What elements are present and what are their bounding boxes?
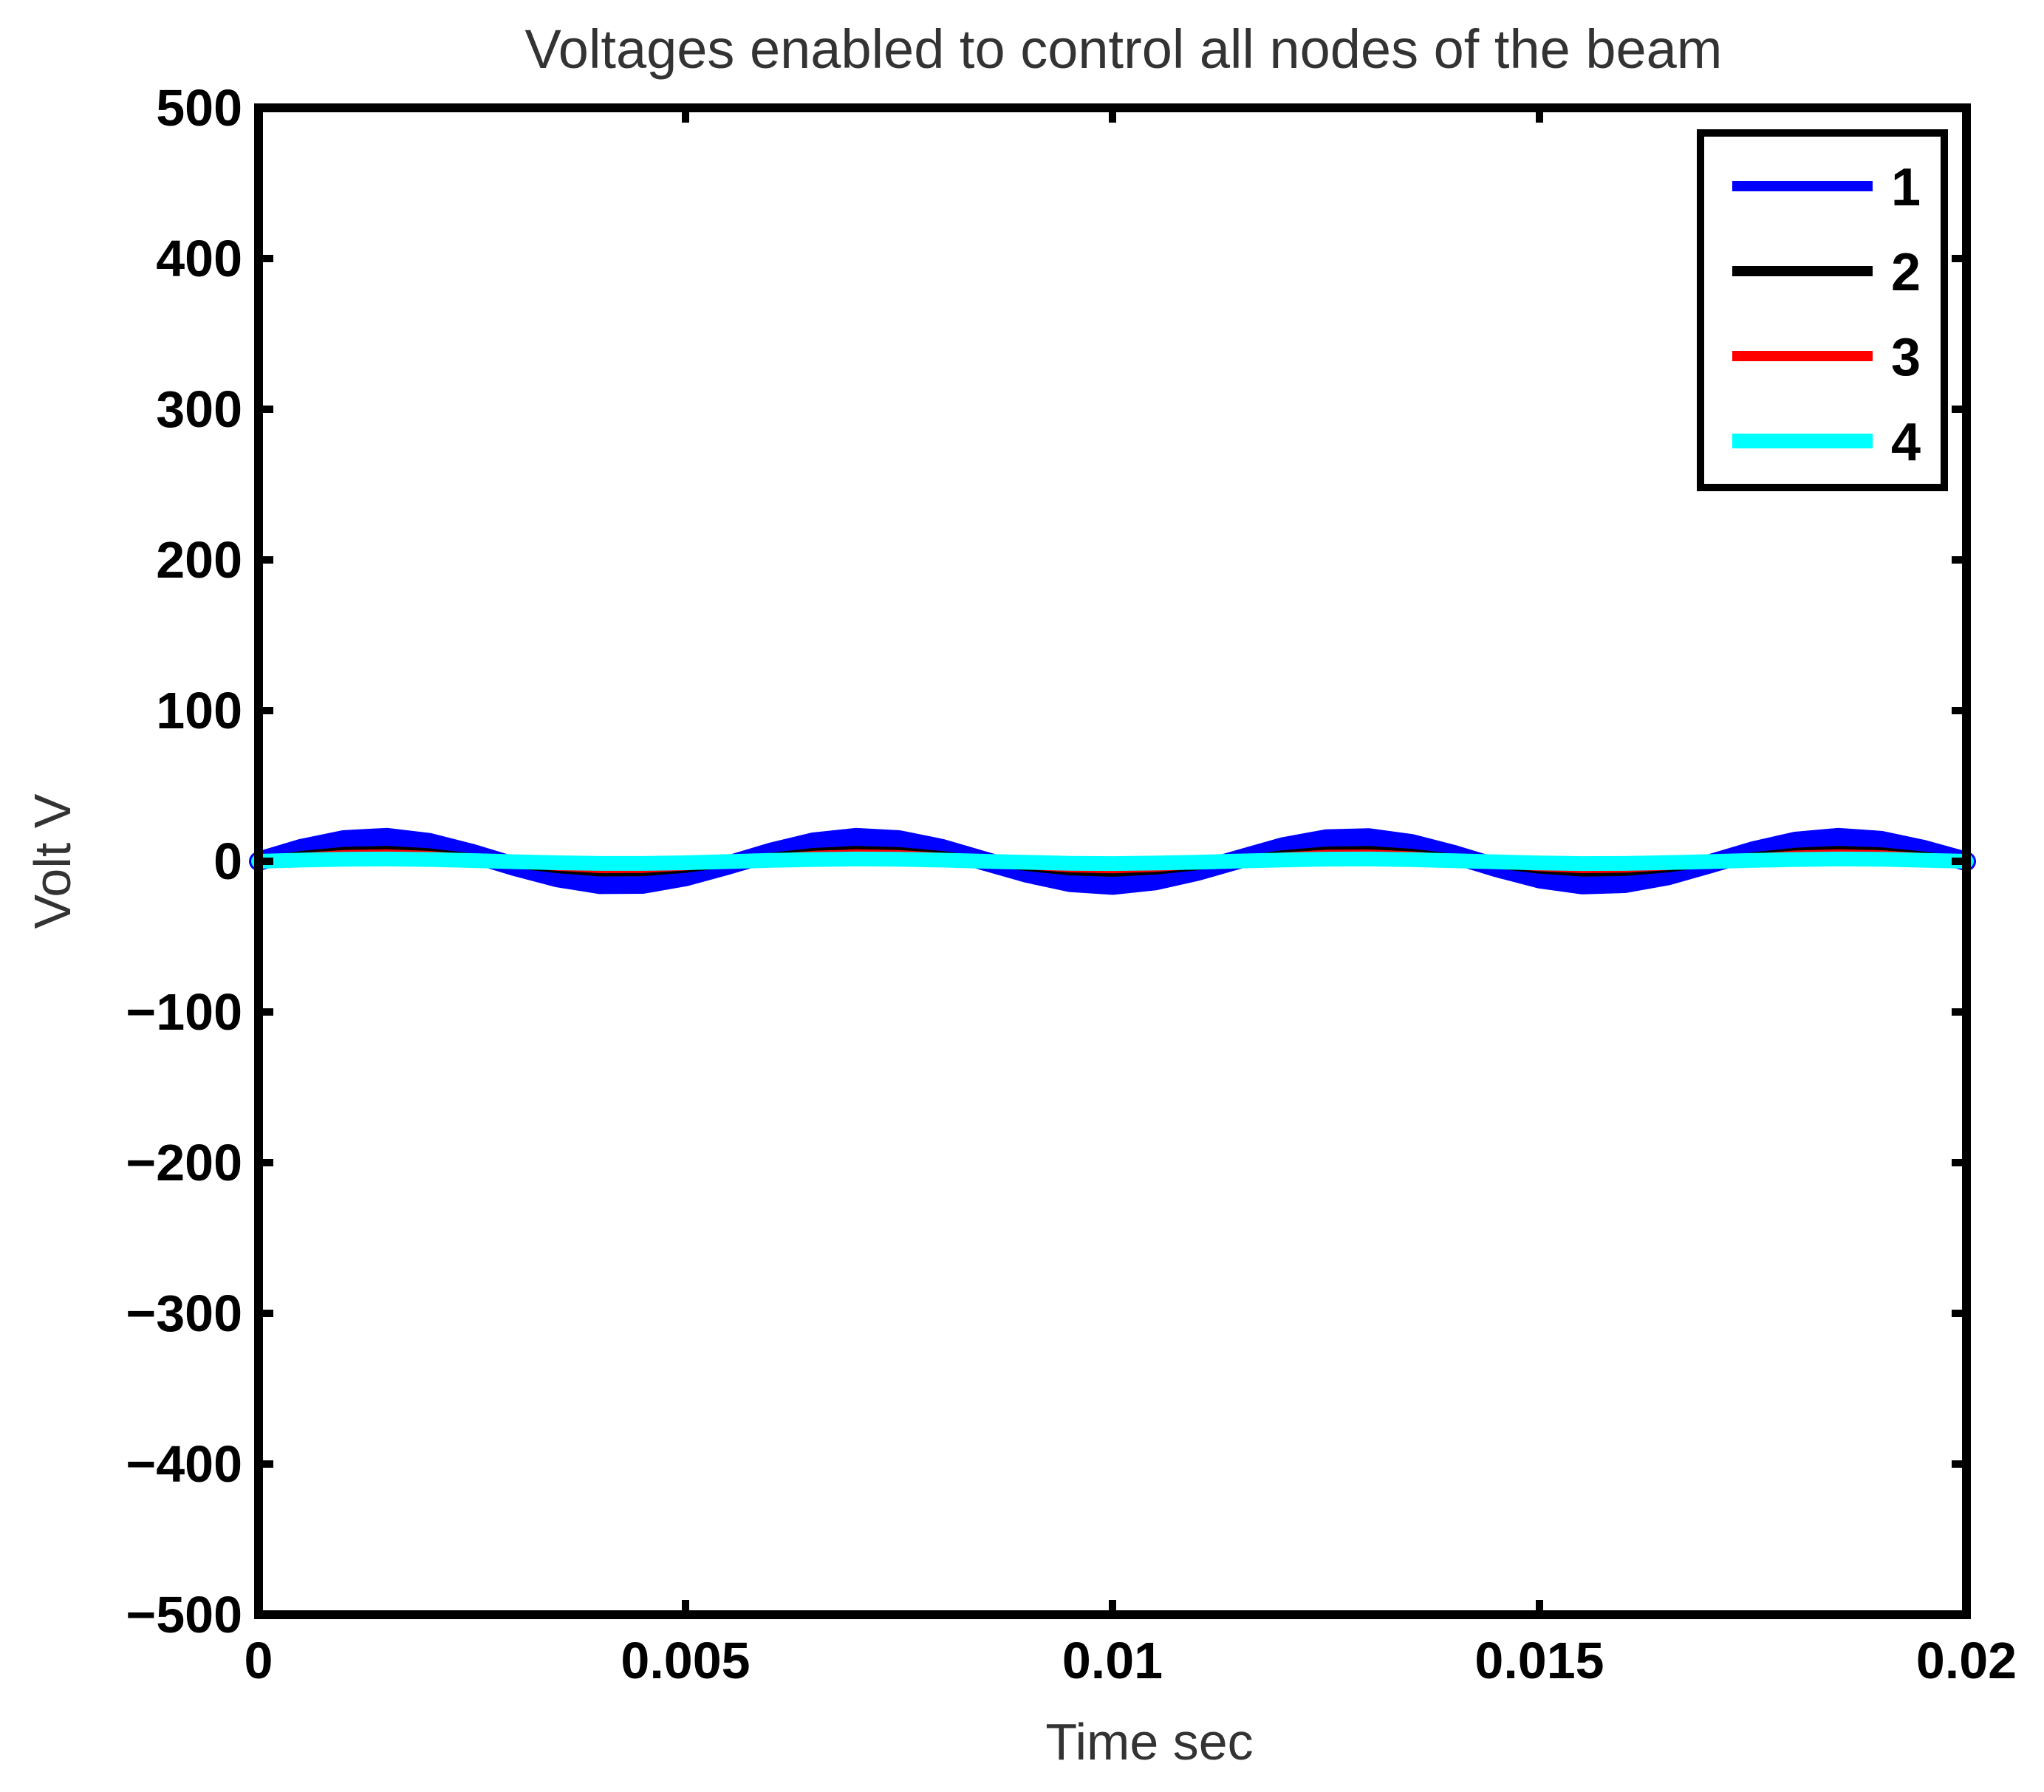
y-tick-label: −200 <box>126 1134 242 1191</box>
series-line-1 <box>249 827 1976 895</box>
series-layer <box>249 827 1976 895</box>
x-tick-label: 0 <box>245 1632 273 1689</box>
y-tick-label: −300 <box>126 1285 242 1342</box>
y-tick-label: −500 <box>126 1586 242 1644</box>
y-tick-label: 300 <box>156 380 242 438</box>
y-tick-label: 500 <box>156 79 242 137</box>
ticks-layer: 0 0.005 0.01 0.015 0.02 500 400 300 200 100 0 −100 −… <box>126 79 2017 1689</box>
legend-label-3: 3 <box>1891 328 1921 387</box>
y-tick-label: −100 <box>126 983 242 1041</box>
x-tick-label: 0.015 <box>1474 1632 1604 1689</box>
legend-label-4: 4 <box>1891 413 1921 472</box>
x-tick-label: 0.01 <box>1062 1632 1163 1689</box>
y-tick-label: −400 <box>126 1435 242 1493</box>
legend-box <box>1697 129 1948 491</box>
legend: 1 2 3 4 <box>1697 129 1948 491</box>
y-tick-label: 0 <box>213 832 242 890</box>
x-axis-label: Time sec <box>1045 1713 1253 1771</box>
y-axis-label: Volt V <box>24 793 81 929</box>
y-tick-label: 200 <box>156 531 242 589</box>
legend-label-1: 1 <box>1891 158 1921 217</box>
y-tick-label: 400 <box>156 230 242 287</box>
series-line-4 <box>251 851 1974 872</box>
y-tick-label: 100 <box>156 682 242 739</box>
x-tick-label: 0.005 <box>621 1632 750 1689</box>
chart-title: Voltages enabled to control all nodes of… <box>525 18 1723 80</box>
x-tick-label: 0.02 <box>1916 1632 2017 1689</box>
legend-label-2: 2 <box>1891 243 1921 302</box>
